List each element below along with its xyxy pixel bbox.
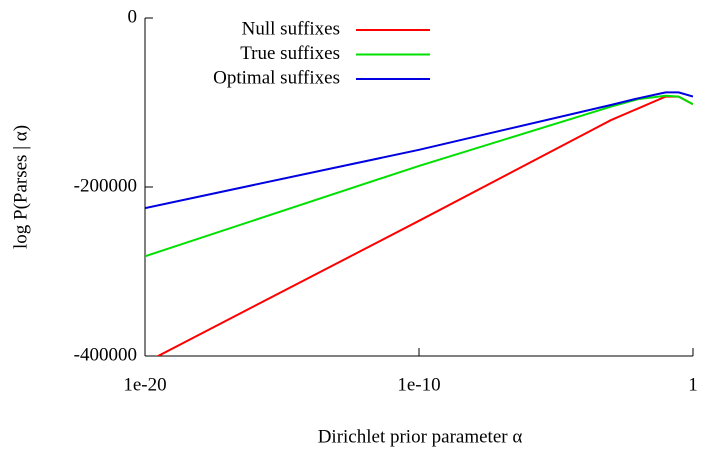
legend-label: True suffixes (240, 43, 340, 64)
series-line (145, 91, 693, 210)
x-axis-label: Dirichlet prior parameter α (318, 426, 523, 447)
x-tick-label: 1e-20 (123, 374, 166, 395)
x-tick-label: 1e-10 (397, 374, 440, 395)
y-tick-label: -400000 (74, 344, 137, 365)
y-tick-label: 0 (128, 6, 138, 27)
legend-label: Optimal suffixes (213, 67, 340, 88)
legend-label: Null suffixes (242, 18, 340, 39)
y-axis-label: log P(Parses | α) (10, 125, 31, 249)
x-tick-label: 1 (688, 374, 698, 395)
y-tick-label: -200000 (74, 175, 137, 196)
